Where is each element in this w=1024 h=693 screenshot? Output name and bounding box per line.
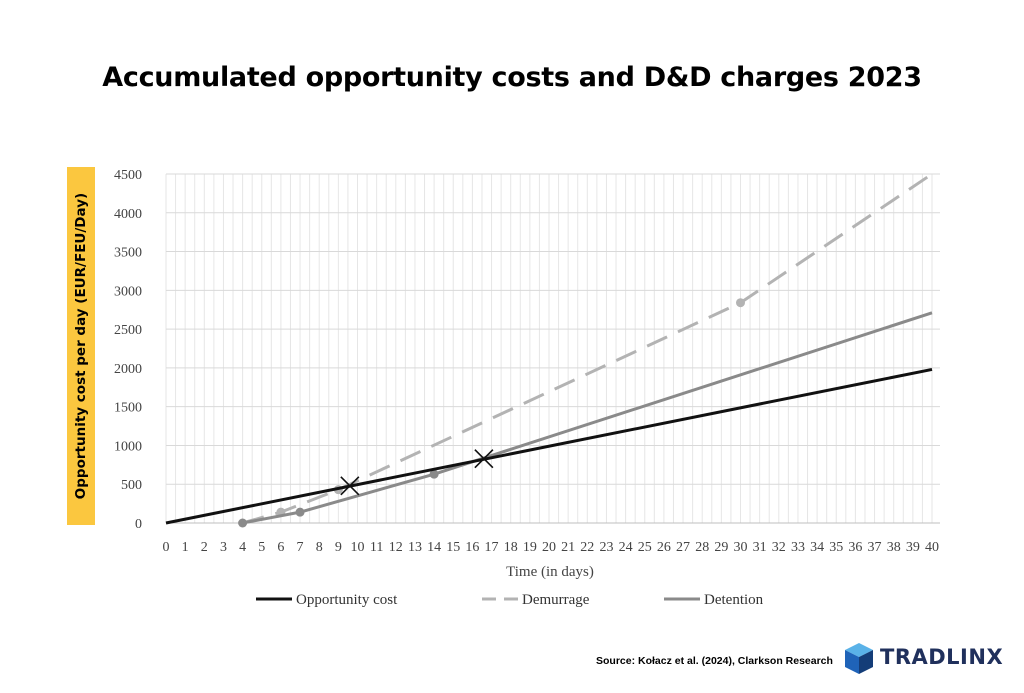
- x-tick-label: 24: [619, 540, 633, 555]
- series-opportunity-cost: [165, 367, 933, 525]
- series-line: [242, 172, 933, 525]
- x-tick-label: 25: [638, 540, 652, 555]
- legend: Opportunity cost Demurrage Detention: [256, 592, 764, 608]
- x-tick-label: 5: [258, 540, 265, 555]
- x-tick-label: 16: [465, 540, 479, 555]
- x-tick-label: 4: [239, 540, 246, 555]
- x-tick-label: 29: [714, 540, 728, 555]
- y-tick-label: 0: [135, 517, 142, 532]
- series-layer: [165, 172, 933, 528]
- chart-title: Accumulated opportunity costs and D&D ch…: [102, 62, 922, 93]
- y-tick-label: 4500: [114, 168, 142, 183]
- legend-item-opportunity-cost: Opportunity cost: [256, 592, 398, 608]
- legend-label: Opportunity cost: [296, 592, 398, 608]
- data-point: [429, 469, 439, 479]
- x-tick-label: 35: [829, 540, 843, 555]
- y-tick-label: 500: [121, 478, 142, 493]
- x-tick-label: 37: [868, 540, 882, 555]
- x-tick-label: 12: [389, 540, 403, 555]
- x-tick-labels: 0 1 2 3 4 5 6 7 8 9 10 11 12 13 14 15 16 17 18 19 20 21 22 23 24…: [163, 540, 940, 555]
- x-tick-label: 3: [220, 540, 227, 555]
- x-axis-title: Time (in days): [506, 564, 594, 580]
- x-tick-label: 8: [316, 540, 323, 555]
- x-tick-label: 32: [772, 540, 786, 555]
- x-tick-label: 13: [408, 540, 422, 555]
- legend-label: Demurrage: [522, 592, 590, 608]
- x-tick-label: 28: [695, 540, 709, 555]
- x-tick-label: 2: [201, 540, 208, 555]
- x-tick-label: 18: [504, 540, 518, 555]
- x-tick-label: 38: [887, 540, 901, 555]
- logo-text: TRADLINX: [880, 645, 1004, 669]
- y-tick-label: 3000: [114, 284, 142, 299]
- x-tick-label: 6: [277, 540, 284, 555]
- legend-item-demurrage: Demurrage: [482, 592, 590, 608]
- x-tick-label: 30: [734, 540, 748, 555]
- x-tick-label: 9: [335, 540, 342, 555]
- y-tick-label: 1000: [114, 439, 142, 454]
- x-tick-label: 31: [753, 540, 767, 555]
- y-tick-label: 4000: [114, 207, 142, 222]
- data-point: [238, 518, 248, 528]
- series-line: [165, 367, 933, 525]
- x-tick-label: 20: [542, 540, 556, 555]
- y-tick-label: 3500: [114, 246, 142, 261]
- x-tick-label: 39: [906, 540, 920, 555]
- x-tick-label: 33: [791, 540, 805, 555]
- x-tick-label: 0: [163, 540, 170, 555]
- data-point: [736, 298, 745, 308]
- x-tick-label: 40: [925, 540, 939, 555]
- ylabel-highlight: [67, 167, 95, 525]
- data-point: [295, 507, 305, 517]
- x-tick-label: 22: [580, 540, 594, 555]
- legend-label: Detention: [704, 592, 764, 608]
- x-tick-label: 36: [848, 540, 862, 555]
- x-tick-label: 15: [446, 540, 460, 555]
- x-tick-label: 1: [182, 540, 189, 555]
- x-tick-label: 34: [810, 540, 824, 555]
- x-tick-label: 7: [297, 540, 304, 555]
- legend-item-detention: Detention: [664, 592, 764, 608]
- x-tick-label: 11: [370, 540, 383, 555]
- cube-icon: [845, 643, 873, 674]
- series-line: [242, 311, 933, 525]
- annotations: [340, 449, 494, 496]
- y-tick-label: 1500: [114, 401, 142, 416]
- y-tick-label: 2000: [114, 362, 142, 377]
- intersection-cross: [474, 449, 494, 469]
- intersection-cross: [340, 476, 360, 496]
- tradlinx-logo: TRADLINX: [842, 641, 1004, 677]
- x-tick-label: 23: [599, 540, 613, 555]
- x-tick-label: 14: [427, 540, 441, 555]
- x-tick-label: 27: [676, 540, 690, 555]
- series-detention: [238, 311, 933, 528]
- y-tick-label: 2500: [114, 323, 142, 338]
- x-tick-label: 26: [657, 540, 671, 555]
- source-note: Source: Kołacz et al. (2024), Clarkson R…: [596, 655, 833, 667]
- x-tick-label: 21: [561, 540, 575, 555]
- x-tick-label: 17: [485, 540, 499, 555]
- y-tick-labels: 0 500 1000 1500 2000 2500 3000 3500 4000 4500: [114, 168, 142, 532]
- x-tick-label: 10: [351, 540, 365, 555]
- x-tick-label: 19: [523, 540, 537, 555]
